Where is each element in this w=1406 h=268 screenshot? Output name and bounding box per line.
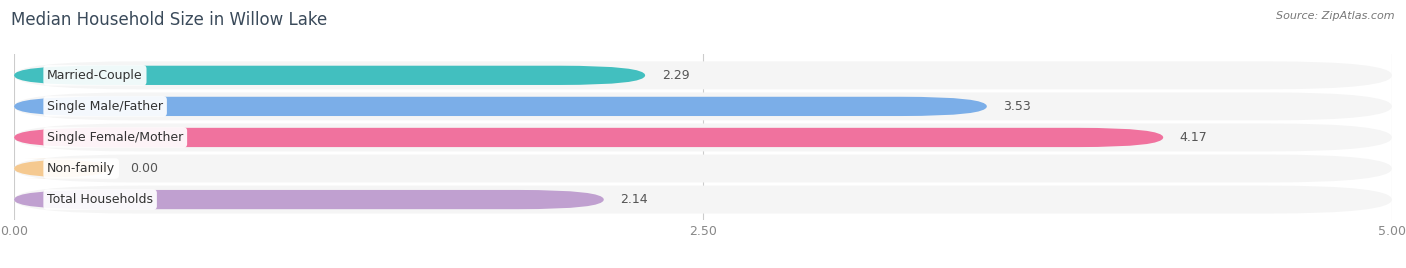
FancyBboxPatch shape — [14, 190, 603, 209]
Text: Total Households: Total Households — [48, 193, 153, 206]
Text: 2.29: 2.29 — [662, 69, 689, 82]
Text: 2.14: 2.14 — [620, 193, 648, 206]
Text: Single Male/Father: Single Male/Father — [48, 100, 163, 113]
FancyBboxPatch shape — [14, 66, 645, 85]
FancyBboxPatch shape — [14, 61, 1392, 89]
FancyBboxPatch shape — [14, 159, 111, 178]
Text: Single Female/Mother: Single Female/Mother — [48, 131, 183, 144]
Text: 3.53: 3.53 — [1004, 100, 1031, 113]
Text: 4.17: 4.17 — [1180, 131, 1208, 144]
Text: Source: ZipAtlas.com: Source: ZipAtlas.com — [1277, 11, 1395, 21]
Text: Non-family: Non-family — [48, 162, 115, 175]
FancyBboxPatch shape — [14, 155, 1392, 183]
Text: Median Household Size in Willow Lake: Median Household Size in Willow Lake — [11, 11, 328, 29]
Text: 0.00: 0.00 — [129, 162, 157, 175]
FancyBboxPatch shape — [14, 186, 1392, 214]
FancyBboxPatch shape — [14, 128, 1163, 147]
Text: Married-Couple: Married-Couple — [48, 69, 143, 82]
FancyBboxPatch shape — [14, 97, 987, 116]
FancyBboxPatch shape — [14, 124, 1392, 151]
FancyBboxPatch shape — [14, 92, 1392, 120]
